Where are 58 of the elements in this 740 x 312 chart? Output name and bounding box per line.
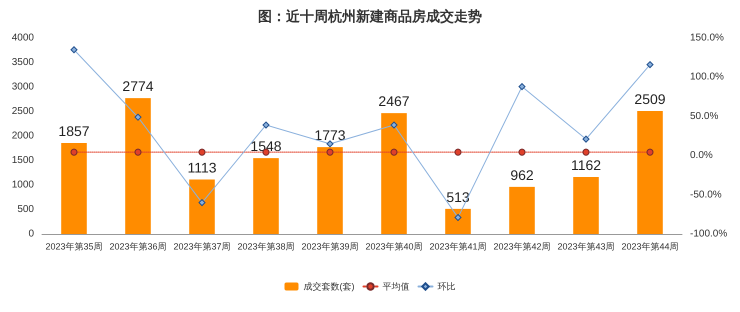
point [198, 199, 206, 206]
data-label: 1113 [187, 159, 217, 176]
x-tick-label: 2023年第41周 [429, 242, 487, 252]
y-tick-label: 4000 [12, 32, 34, 44]
bar [381, 113, 407, 234]
point [134, 114, 142, 121]
bar [125, 98, 151, 234]
bar [253, 158, 279, 234]
y-tick-label: 3000 [12, 82, 34, 92]
data-label: 2467 [378, 93, 410, 110]
data-label: 1773 [314, 127, 346, 144]
x-tick-label: 2023年第36周 [109, 242, 167, 252]
x-tick-label: 2023年第38周 [237, 242, 295, 252]
y-tick-label: 500 [17, 204, 34, 215]
bar [189, 179, 215, 234]
bar [317, 147, 343, 234]
point [582, 136, 590, 143]
y2-tick-label: 0.0% [690, 150, 713, 162]
y-tick-label: 2000 [12, 130, 34, 142]
data-label: 1548 [250, 138, 282, 154]
bar [573, 177, 599, 234]
y-tick-label: 1000 [12, 180, 34, 190]
data-label: 962 [510, 166, 534, 183]
x-tick-label: 2023年第40周 [365, 242, 423, 252]
legend-label: 成交套数(套) [304, 282, 355, 292]
chart-title: 图：近十周杭州新建商品房成交走势 [258, 8, 482, 24]
x-tick-label: 2023年第42周 [493, 242, 551, 252]
point [262, 122, 270, 129]
data-label: 1857 [58, 123, 90, 140]
data-label: 1162 [570, 157, 602, 174]
legend-label: 环比 [437, 282, 456, 292]
data-label: 513 [446, 188, 470, 205]
y2-tick-label: -100.0% [690, 228, 728, 240]
x-tick-label: 2023年第39周 [301, 242, 359, 252]
y-tick-label: 2500 [12, 106, 34, 117]
y2-tick-label: 50.0% [690, 110, 718, 122]
bar [637, 111, 663, 234]
point [518, 83, 526, 90]
bar [509, 186, 535, 234]
y2-tick-label: 150.0% [690, 32, 724, 44]
x-tick-label: 2023年第35周 [45, 242, 103, 252]
bar [445, 208, 471, 234]
y2-tick-label: 100.0% [690, 72, 724, 83]
point [646, 61, 654, 68]
y-tick-label: 1500 [12, 155, 34, 166]
data-label: 2509 [634, 91, 666, 108]
y2-tick-label: -50.0% [690, 189, 722, 200]
point [390, 122, 398, 129]
point [70, 46, 78, 54]
y-tick-label: 3500 [12, 57, 34, 68]
legend-label: 平均值 [382, 282, 410, 292]
x-tick-label: 2023年第43周 [557, 242, 615, 252]
x-tick-label: 2023年第37周 [173, 242, 231, 252]
x-tick-label: 2023年第44周 [621, 242, 679, 252]
data-label: 2774 [122, 78, 154, 94]
bar [61, 143, 87, 234]
y-tick-label: 0 [28, 228, 34, 240]
point [326, 140, 334, 148]
